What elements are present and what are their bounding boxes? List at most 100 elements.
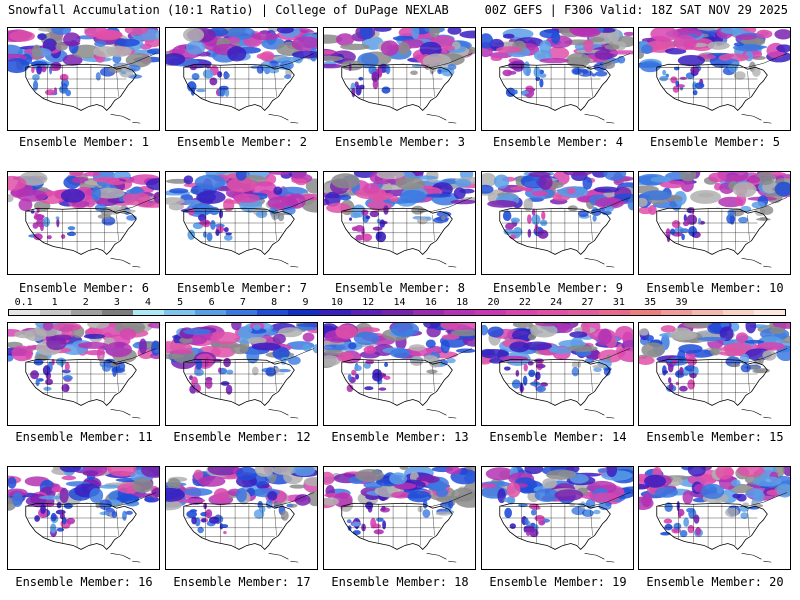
colorbar-swatch [412, 310, 444, 315]
ensemble-panel-5 [638, 27, 791, 131]
ensemble-member-label: Ensemble Member: 10 [646, 281, 784, 295]
snowfall-map [324, 28, 475, 124]
ensemble-member-label: Ensemble Member: 16 [15, 575, 153, 589]
ensemble-panel-9 [481, 171, 634, 275]
snowfall-map [166, 28, 317, 124]
colorbar-swatch [195, 310, 227, 315]
colorbar-swatch [692, 310, 724, 315]
snowfall-map [8, 323, 159, 419]
colorbar-tick-label: 3 [113, 297, 120, 308]
ensemble-member-label: Ensemble Member: 11 [15, 430, 153, 444]
colorbar-tick-label: 31 [612, 297, 625, 308]
colorbar-tick-label: 35 [644, 297, 657, 308]
colorbar-tick-label: 39 [675, 297, 688, 308]
colorbar-tick-label: 22 [518, 297, 531, 308]
ensemble-member-label: Ensemble Member: 7 [176, 281, 308, 295]
ensemble-panel-8 [323, 171, 476, 275]
ensemble-member-label: Ensemble Member: 5 [649, 135, 781, 149]
colorbar-tick-label: 9 [302, 297, 309, 308]
ensemble-member-label: Ensemble Member: 8 [334, 281, 466, 295]
colorbar-tick-label: 7 [239, 297, 246, 308]
snowfall-map [482, 323, 633, 419]
ensemble-member-label: Ensemble Member: 6 [18, 281, 150, 295]
colorbar-swatch [288, 310, 320, 315]
colorbar-tick-label: 27 [581, 297, 594, 308]
colorbar-tick-label: 14 [393, 297, 406, 308]
snowfall-map [639, 28, 790, 124]
ensemble-panel-6 [7, 171, 160, 275]
colorbar-tick-label: 1 [51, 297, 58, 308]
snowfall-map [166, 467, 317, 563]
colorbar-tick-label: 16 [424, 297, 437, 308]
colorbar-swatch [474, 310, 506, 315]
colorbar-swatch [319, 310, 351, 315]
ensemble-panel-11 [7, 322, 160, 426]
snowfall-map [482, 467, 633, 563]
ensemble-member-label: Ensemble Member: 17 [173, 575, 311, 589]
snowfall-map [166, 323, 317, 419]
ensemble-member-label: Ensemble Member: 12 [173, 430, 311, 444]
ensemble-panel-3 [323, 27, 476, 131]
ensemble-panel-4 [481, 27, 634, 131]
snowfall-map [166, 172, 317, 268]
ensemble-member-label: Ensemble Member: 19 [489, 575, 627, 589]
ensemble-member-label: Ensemble Member: 14 [489, 430, 627, 444]
snowfall-map [8, 467, 159, 563]
ensemble-member-label: Ensemble Member: 13 [331, 430, 469, 444]
colorbar-swatch [567, 310, 599, 315]
snowfall-map [639, 467, 790, 563]
colorbar-tick-label: 12 [362, 297, 375, 308]
colorbar-swatch [660, 310, 693, 315]
ensemble-panel-7 [165, 171, 318, 275]
snowfall-map [324, 323, 475, 419]
snowfall-map [482, 172, 633, 268]
colorbar-swatch [505, 310, 537, 315]
snowfall-map [324, 467, 475, 563]
colorbar-tick-label: 6 [208, 297, 215, 308]
colorbar-swatch [350, 310, 382, 315]
colorbar-swatch [102, 310, 134, 315]
ensemble-panel-16 [7, 466, 160, 570]
ensemble-panel-18 [323, 466, 476, 570]
colorbar-swatch [133, 310, 165, 315]
ensemble-member-label: Ensemble Member: 4 [492, 135, 624, 149]
ensemble-panel-20 [638, 466, 791, 570]
ensemble-panel-13 [323, 322, 476, 426]
snowfall-map [324, 172, 475, 268]
ensemble-member-label: Ensemble Member: 15 [646, 430, 784, 444]
valid-time: 00Z GEFS | F306 Valid: 18Z SAT NOV 29 20… [484, 3, 788, 17]
colorbar-swatch [40, 310, 72, 315]
colorbar-tick-label: 20 [487, 297, 500, 308]
colorbar-tick-label: 5 [177, 297, 184, 308]
colorbar-swatch [723, 310, 755, 315]
ensemble-member-label: Ensemble Member: 1 [18, 135, 150, 149]
ensemble-panel-17 [165, 466, 318, 570]
snowfall-map [482, 28, 633, 124]
colorbar-tick-label: 18 [456, 297, 469, 308]
colorbar-swatch [443, 310, 475, 315]
ensemble-panel-14 [481, 322, 634, 426]
colorbar-tick-label: 8 [271, 297, 278, 308]
ensemble-member-label: Ensemble Member: 3 [334, 135, 466, 149]
colorbar-tick-label: 4 [144, 297, 152, 308]
ensemble-panel-10 [638, 171, 791, 275]
colorbar-swatch [629, 310, 661, 315]
colorbar-tick-label: 10 [330, 297, 343, 308]
ensemble-member-label: Ensemble Member: 9 [492, 281, 624, 295]
colorbar-swatch [598, 310, 630, 315]
ensemble-member-label: Ensemble Member: 20 [646, 575, 784, 589]
colorbar-tick-label: 0.1 [14, 297, 33, 308]
ensemble-member-label: Ensemble Member: 2 [176, 135, 308, 149]
colorbar [8, 309, 786, 316]
colorbar-swatch [9, 310, 41, 315]
snowfall-map [639, 323, 790, 419]
colorbar-swatch [754, 310, 786, 315]
ensemble-panel-19 [481, 466, 634, 570]
ensemble-panel-1 [7, 27, 160, 131]
colorbar-swatch [381, 310, 413, 315]
colorbar-swatch [226, 310, 258, 315]
colorbar-swatch [164, 310, 196, 315]
map-title: Snowfall Accumulation (10:1 Ratio) | Col… [8, 3, 449, 17]
ensemble-panel-2 [165, 27, 318, 131]
snowfall-map [8, 172, 159, 268]
